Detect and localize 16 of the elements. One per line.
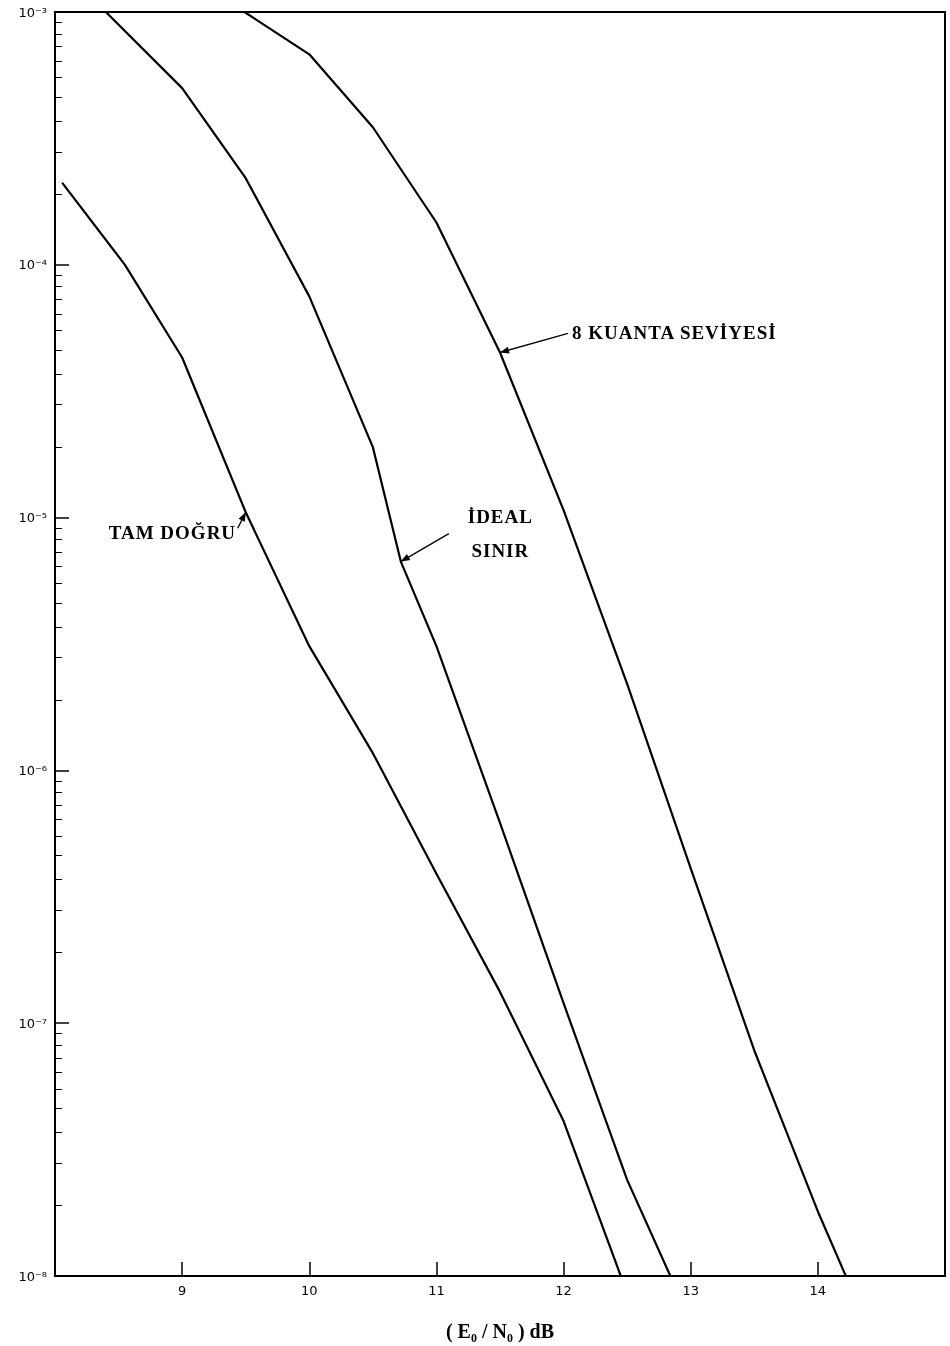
x-tick-label: 12 [555, 1283, 572, 1298]
x-axis-title: ( E₀ / N₀ ) dB [445, 1320, 555, 1343]
y-tick-label: 10⁻³ [18, 4, 47, 20]
annotation: 8 KUANTA SEVİYESİ [572, 322, 777, 345]
annotation: TAM DOĞRU [108, 522, 237, 545]
x-tick-label: 14 [809, 1283, 827, 1298]
x-tick-label: 9 [178, 1283, 187, 1298]
y-tick-label: 10⁻⁷ [18, 1015, 47, 1031]
x-tick-label: 13 [682, 1283, 699, 1298]
x-tick-label: 10 [301, 1283, 318, 1298]
y-tick-label: 10⁻⁶ [18, 762, 47, 778]
y-tick-label: 10⁻⁵ [18, 510, 47, 526]
annotation: İDEAL SINIR [466, 504, 534, 563]
x-tick-label: 11 [428, 1283, 445, 1298]
y-tick-label: 10⁻⁸ [18, 1268, 47, 1284]
y-tick-label: 10⁻⁴ [18, 257, 47, 273]
